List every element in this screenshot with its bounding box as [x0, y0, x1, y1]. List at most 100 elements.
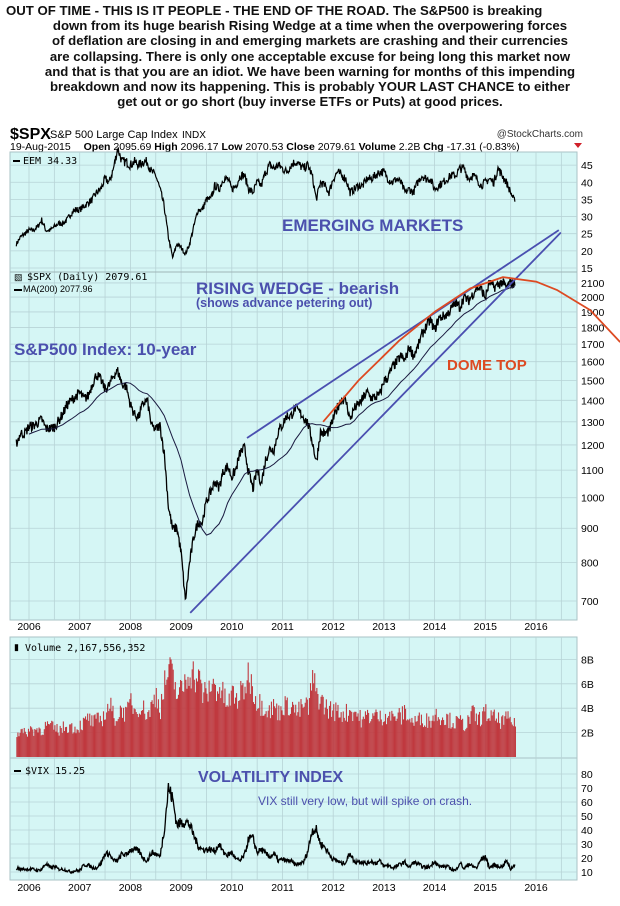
volume-bar [121, 717, 124, 757]
volume-bar [484, 711, 486, 757]
volume-bar [78, 732, 80, 757]
volume-bar [315, 691, 317, 757]
volume-bar [305, 697, 307, 757]
volume-bar [87, 713, 89, 757]
volume-bar [374, 712, 376, 757]
volume-bar [256, 710, 258, 757]
volume-bar [474, 721, 476, 757]
volume-bar [465, 729, 467, 757]
volume-bar [397, 712, 399, 757]
volume-bar [307, 714, 309, 757]
volume-bar [439, 725, 441, 757]
volume-bar [191, 669, 193, 757]
volume-bar [497, 712, 500, 757]
volume-bar [432, 715, 434, 757]
volume-bar [210, 691, 212, 757]
volume-bar [23, 727, 25, 757]
volume-bar [402, 719, 405, 757]
volume-bar [238, 700, 240, 757]
volume-bar [29, 731, 31, 757]
volume-bar [270, 701, 272, 757]
volume-bar [401, 706, 403, 757]
eem-tick-label: 15 [581, 263, 593, 275]
x-tick-label: 2015 [474, 621, 498, 633]
volume-bar [189, 677, 191, 757]
volume-bar [247, 662, 249, 757]
volume-bar [243, 699, 245, 757]
volume-bar [473, 707, 475, 757]
volume-bar [200, 679, 202, 757]
volume-bar [152, 703, 154, 757]
volume-bar [396, 718, 398, 757]
volume-bar [457, 718, 459, 757]
volume-bar [505, 711, 507, 757]
volume-bar [485, 704, 487, 757]
volume-bar [389, 711, 391, 757]
spx-tick-label: 1500 [581, 375, 605, 387]
volume-bar [51, 720, 53, 757]
volume-bar [279, 720, 281, 757]
volume-bar [67, 732, 69, 757]
volume-bar [407, 719, 409, 757]
volume-bar [101, 726, 103, 757]
volume-bar [59, 725, 61, 757]
eem-legend-swatch [13, 160, 20, 162]
volume-bar [415, 721, 417, 757]
volume-bar [443, 719, 445, 757]
volume-bar [495, 718, 497, 757]
volume-bar [153, 694, 155, 757]
volume-bar [138, 713, 140, 757]
volume-bar [398, 708, 400, 757]
spx-legend: $SPX (Daily) 2079.61 [27, 272, 147, 283]
volume-bar [276, 703, 278, 757]
volume-bar [62, 721, 64, 757]
volume-bar [406, 720, 408, 757]
volume-bar [129, 699, 131, 757]
volume-bar [196, 681, 199, 757]
volume-bar [222, 681, 224, 757]
volume-bar [316, 687, 318, 757]
volume-bar [86, 719, 88, 757]
volume-bar [140, 710, 143, 757]
volume-bar [440, 720, 443, 757]
volume-bar [181, 680, 183, 757]
volume-bar [512, 726, 514, 757]
volume-bar [435, 708, 437, 757]
spx-tick-label: 800 [581, 557, 599, 569]
volume-bar [339, 717, 341, 757]
volume-bar [476, 724, 478, 757]
spx-tick-label: 1300 [581, 417, 605, 429]
volume-bar [123, 707, 125, 757]
spx-tick-label: 1700 [581, 339, 605, 351]
volume-bar [91, 715, 93, 757]
vix-tick-label: 50 [581, 811, 593, 823]
volume-bar [308, 698, 311, 757]
volume-bar [269, 718, 271, 757]
brand-logo[interactable]: @StockCharts.com [497, 129, 583, 140]
volume-bar [478, 711, 481, 757]
vix-note-annotation: VIX still very low, but will spike on cr… [258, 794, 472, 808]
volume-bar [317, 694, 319, 757]
volume-bar [90, 725, 92, 757]
down-arrow-icon [574, 143, 582, 148]
volume-bar [33, 735, 35, 757]
volume-bar [261, 700, 263, 757]
eem-tick-label: 30 [581, 212, 593, 224]
volume-legend: Volume 2,167,556,352 [25, 643, 145, 654]
volume-bar [22, 733, 24, 757]
volume-bar [284, 696, 286, 757]
volume-bar [188, 685, 190, 757]
volume-bar [403, 705, 406, 757]
volume-bar [146, 719, 148, 757]
volume-bar [221, 690, 223, 757]
volume-bar [84, 716, 87, 757]
volume-bar [30, 726, 32, 757]
spx-tick-label: 1400 [581, 395, 605, 407]
volume-bar [228, 693, 230, 757]
volume-bar [499, 723, 501, 757]
dome-top-curve [322, 276, 620, 423]
volume-bar [340, 712, 342, 757]
volume-bar [72, 733, 74, 757]
volume-bar [287, 715, 289, 757]
